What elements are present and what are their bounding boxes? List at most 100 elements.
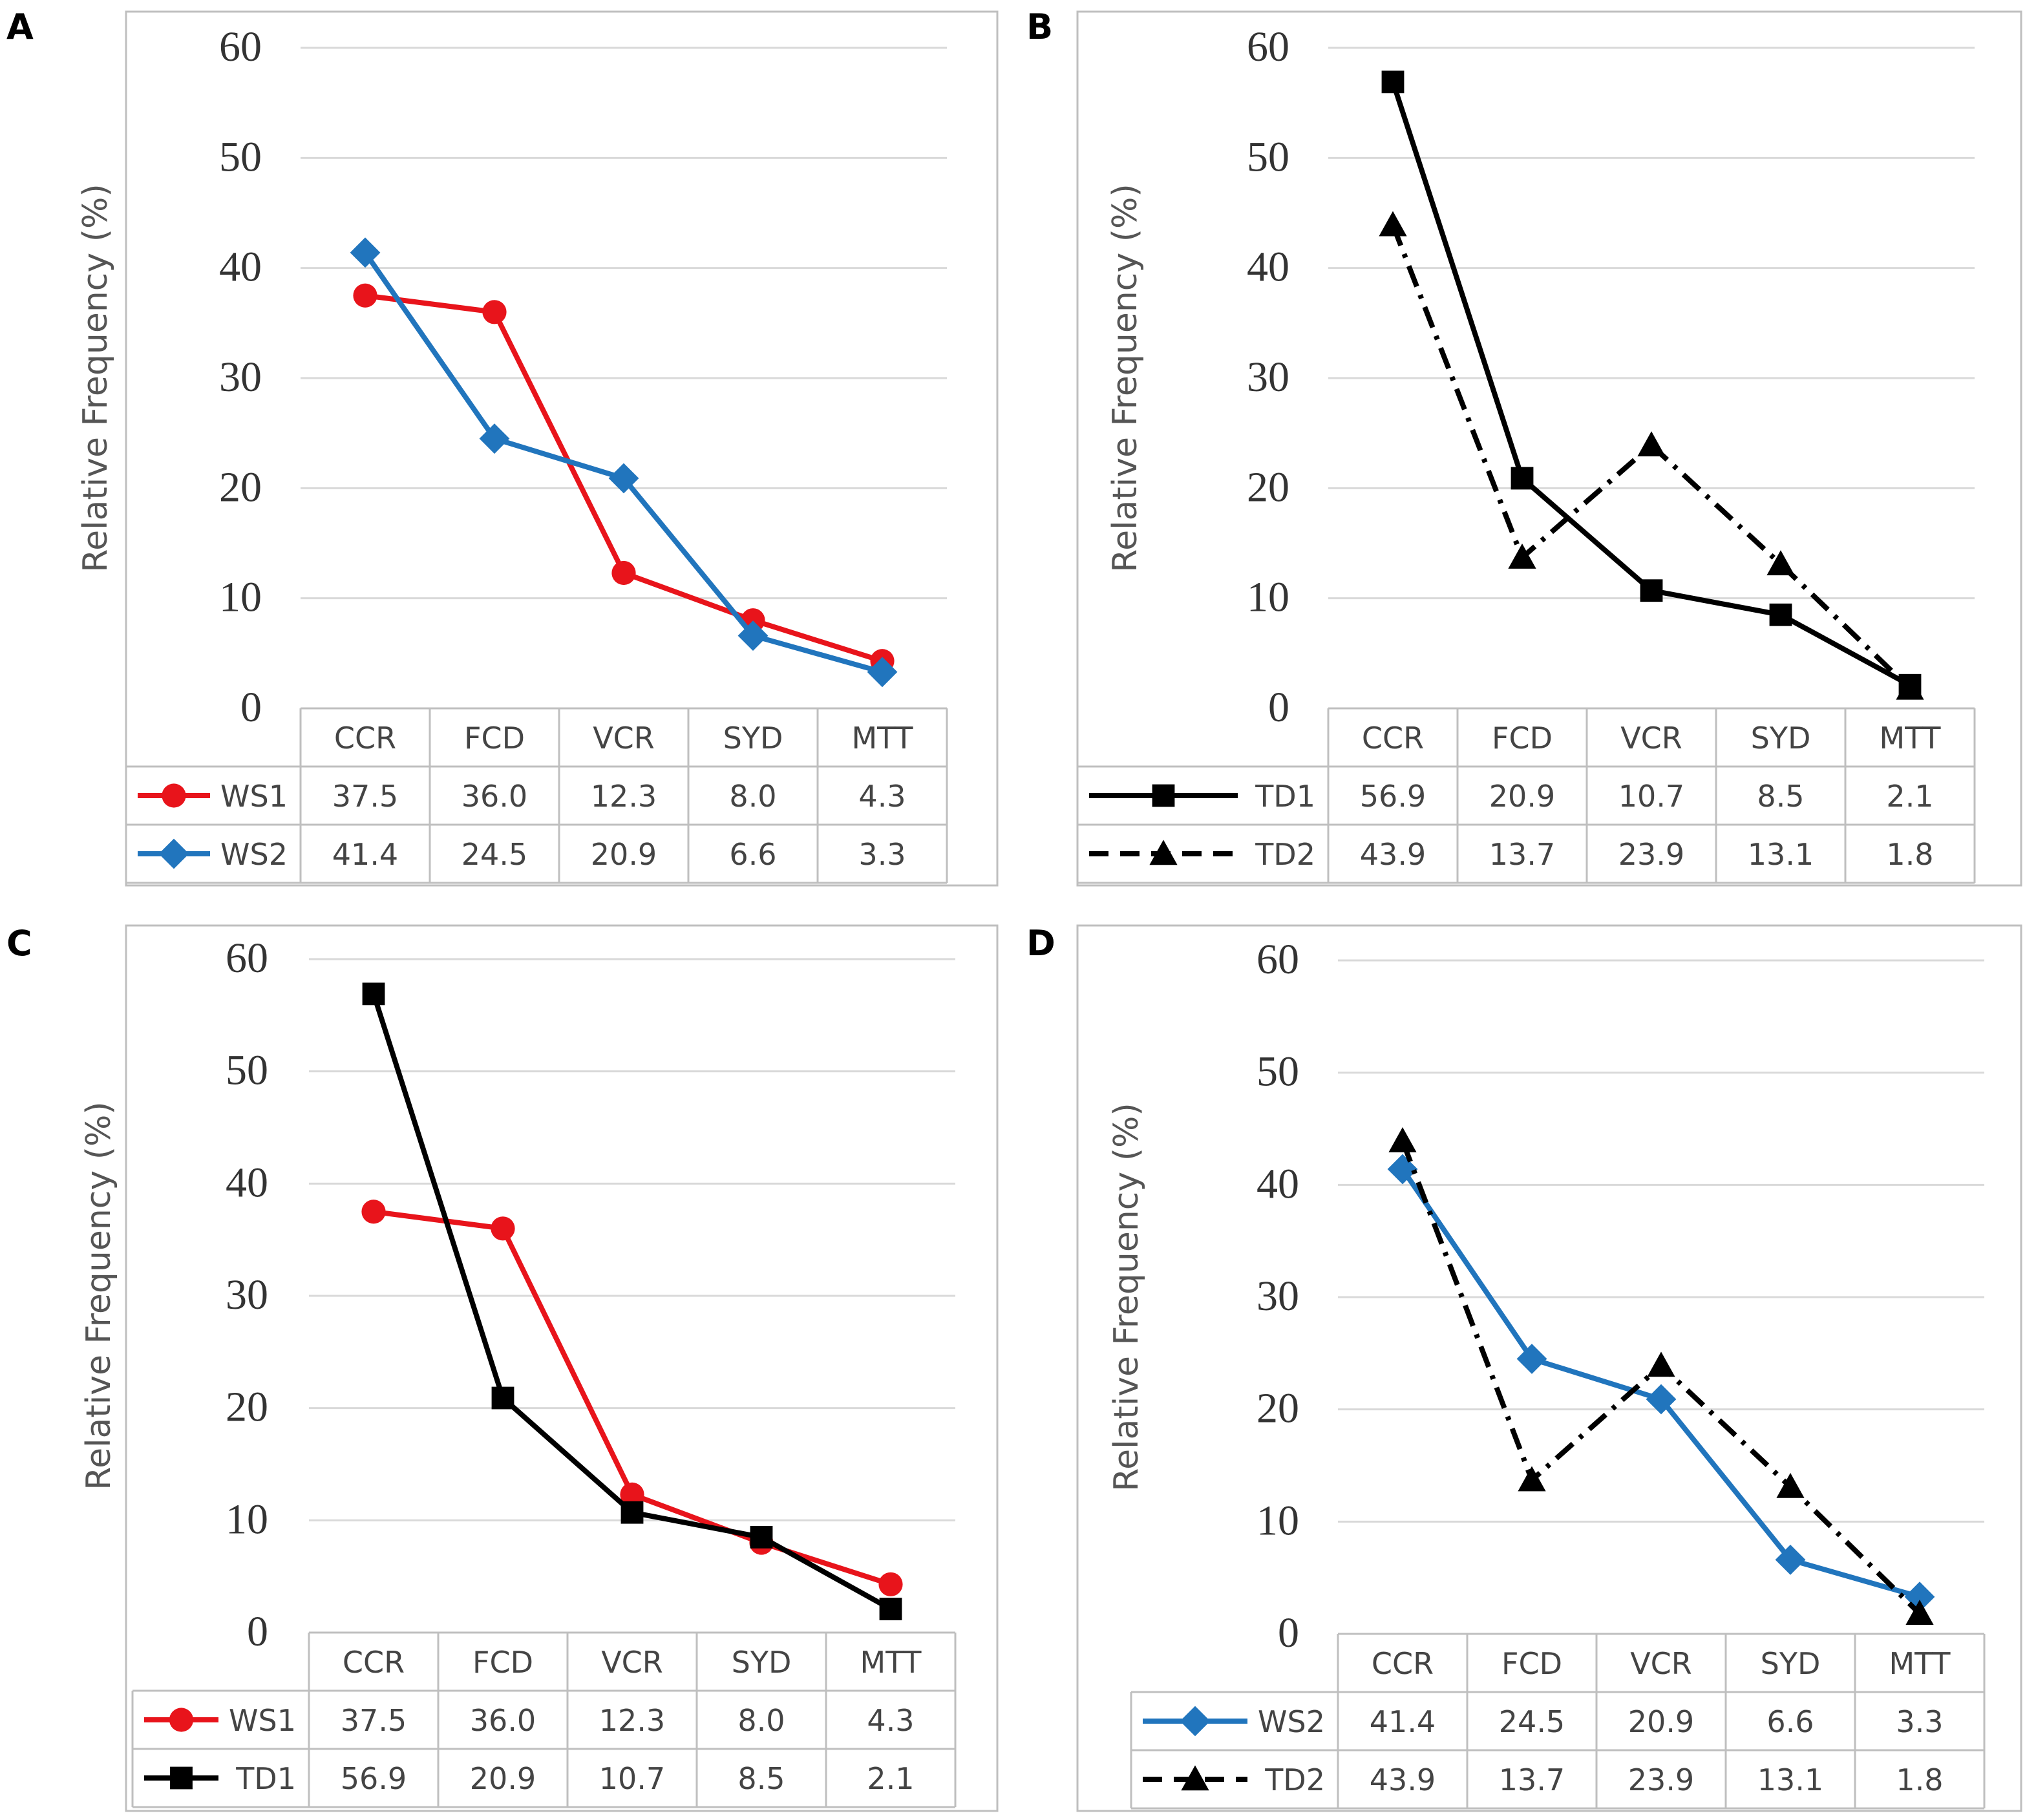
legend-marker [1180, 1706, 1211, 1737]
gridlines [309, 958, 955, 1521]
data-label: 6.6 [729, 837, 776, 872]
data-point [1637, 431, 1666, 457]
data-label: 41.4 [332, 837, 398, 872]
y-tick-label: 10 [1247, 574, 1289, 621]
x-category-label: VCR [593, 721, 655, 756]
panel-frame [1076, 10, 2022, 887]
panel-letter: D [1026, 923, 1055, 964]
legend-marker [169, 1708, 194, 1732]
data-label: 2.1 [1886, 779, 1933, 814]
legend-key-td2 [1143, 1765, 1247, 1791]
data-label: 13.7 [1489, 837, 1555, 872]
data-label: 8.0 [737, 1703, 785, 1738]
data-point [611, 560, 636, 586]
chart-panel-a: A 0 10 20 30 40 50 60 Relative Frequency (%) CCR F… [6, 6, 999, 887]
data-point [737, 620, 769, 651]
y-tick-label: 50 [1257, 1048, 1299, 1095]
data-point [1647, 1351, 1675, 1377]
y-tick-label: 40 [1247, 244, 1289, 291]
data-point [479, 423, 510, 454]
x-category-label: MTT [860, 1645, 922, 1680]
x-category-label: MTT [1879, 721, 1941, 756]
y-tick-label: 40 [219, 244, 262, 291]
legend-key-td1 [144, 1766, 218, 1790]
y-tick-label: 40 [1257, 1160, 1299, 1207]
data-point [1646, 1384, 1677, 1415]
data-label: 12.3 [599, 1703, 665, 1738]
data-point [620, 1482, 644, 1507]
data-label: 24.5 [1499, 1704, 1565, 1739]
data-label: 12.3 [591, 779, 657, 814]
data-label: 8.5 [737, 1761, 785, 1796]
y-tick-label: 30 [226, 1271, 268, 1318]
data-point [1518, 1466, 1546, 1492]
series-td2 [1379, 211, 1924, 700]
data-point [491, 1216, 515, 1241]
data-point [1766, 550, 1795, 576]
data-point [1516, 1344, 1547, 1374]
data-point [1896, 674, 1924, 700]
series-td2 [1388, 1127, 1934, 1625]
x-category-label: SYD [1751, 721, 1811, 756]
y-axis-label: Relative Frequency (%) [1107, 1103, 1146, 1491]
data-point [879, 1598, 902, 1620]
data-label: 43.9 [1360, 837, 1426, 872]
y-tick-label: 0 [1278, 1609, 1299, 1656]
data-point [1776, 1472, 1805, 1498]
data-label: 13.7 [1499, 1762, 1565, 1797]
x-category-label: SYD [732, 1645, 792, 1680]
legend-label: TD2 [1264, 1762, 1325, 1797]
y-tick-label: 30 [219, 354, 262, 401]
legend-marker [162, 783, 186, 808]
x-category-label: VCR [601, 1645, 663, 1680]
legend-marker [158, 838, 189, 869]
data-label: 20.9 [1628, 1704, 1694, 1739]
panel-letter: B [1026, 6, 1053, 47]
data-label: 3.3 [1896, 1704, 1943, 1739]
data-label: 23.9 [1628, 1762, 1694, 1797]
data-point [362, 982, 385, 1006]
legend-key-ws1 [138, 783, 210, 808]
y-tick-label: 10 [219, 574, 262, 621]
y-tick-label: 10 [226, 1496, 268, 1543]
y-tick-label: 20 [1247, 463, 1289, 511]
y-tick-label: 50 [1247, 133, 1289, 180]
legend-label: TD2 [1255, 837, 1315, 872]
data-point [1904, 1582, 1935, 1613]
data-label: 8.0 [729, 779, 776, 814]
data-label: 20.9 [470, 1761, 536, 1796]
chart-panel-c: C 0 10 20 30 40 50 60 Relative Frequency (%) CCR F… [6, 923, 999, 1812]
data-point [1508, 544, 1536, 569]
y-tick-label: 60 [1247, 23, 1289, 70]
data-label: 1.8 [1886, 837, 1933, 872]
y-tick-label: 60 [219, 23, 262, 70]
legend-marker [170, 1766, 193, 1790]
data-point [1381, 70, 1405, 94]
data-point [1379, 211, 1407, 237]
data-table: CCR FCD VCR SYD MTT WS1 37.5 36.0 12.3 8.0 4.3 TD1 5… [131, 1631, 957, 1808]
x-category-label: FCD [464, 721, 525, 756]
data-label: 37.5 [341, 1703, 407, 1738]
series-ws2 [350, 237, 898, 688]
data-point [608, 463, 639, 494]
data-point [491, 1386, 514, 1410]
y-tick-label: 40 [226, 1159, 268, 1206]
x-category-label: FCD [1501, 1646, 1562, 1681]
x-category-label: VCR [1620, 721, 1682, 756]
y-tick-label: 0 [247, 1608, 268, 1655]
data-label: 20.9 [591, 837, 657, 872]
panel-letter: A [6, 6, 34, 47]
data-label: 2.1 [867, 1761, 914, 1796]
data-label: 4.3 [858, 779, 906, 814]
data-point [867, 657, 898, 688]
legend-key-td2 [1089, 840, 1238, 865]
x-category-label: MTT [1889, 1646, 1951, 1681]
legend-label: TD1 [1255, 779, 1315, 814]
panel-frame [125, 10, 999, 887]
data-label: 10.7 [1618, 779, 1684, 814]
x-category-label: FCD [472, 1645, 533, 1680]
legend-marker [1149, 840, 1178, 865]
y-tick-label: 20 [219, 463, 262, 511]
y-axis-label: Relative Frequency (%) [76, 184, 115, 572]
